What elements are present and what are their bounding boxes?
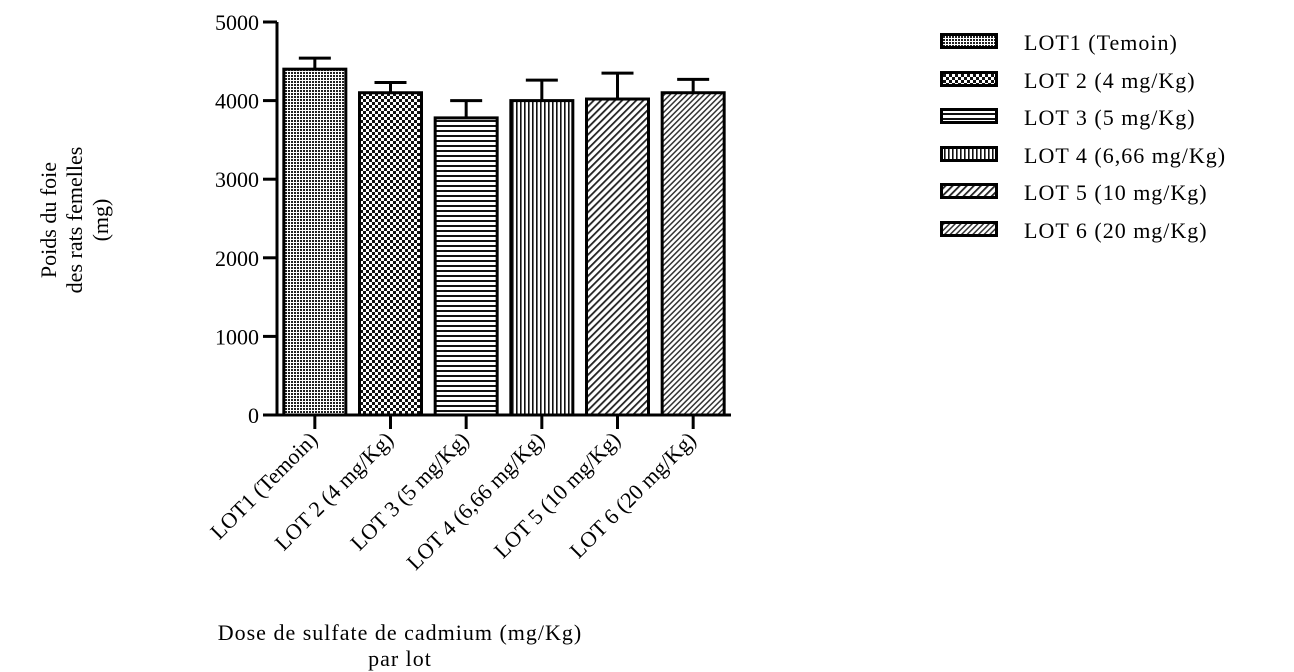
y-tick-label: 4000 (215, 89, 259, 114)
legend-swatch-lot6 (940, 220, 998, 237)
bar (433, 116, 499, 417)
x-axis-title: Dose de sulfate de cadmium (mg/Kg) par l… (217, 620, 583, 671)
y-tick-label: 0 (248, 403, 259, 428)
y-tick-label: 2000 (215, 246, 259, 271)
legend-label-lot2: LOT 2 (4 mg/Kg) (1024, 67, 1196, 93)
y-axis-title-line-1: Poids du foie (36, 161, 61, 279)
y-axis-title-line-3: (mg) (88, 198, 113, 242)
bar (660, 91, 726, 417)
y-tick-label: 1000 (215, 324, 259, 349)
x-tick-label: LOT 4 (6,66 mg/Kg) (401, 427, 549, 575)
legend-swatch-lot4 (940, 145, 998, 162)
bars-group (282, 56, 726, 417)
bar (282, 67, 348, 417)
legend-swatch-lot1 (940, 33, 998, 49)
y-tick-label: 5000 (215, 10, 259, 35)
legend-swatch-lot3 (940, 108, 998, 124)
legend-label-lot1: LOT1 (Temoin) (1024, 30, 1178, 55)
legend-label-lot6: LOT 6 (20 mg/Kg) (1024, 217, 1208, 243)
y-axis-title-line-2: des rats femelles (62, 146, 87, 294)
bar (509, 99, 575, 417)
legend-label-lot5: LOT 5 (10 mg/Kg) (1024, 180, 1208, 205)
bar-chart: 0 1000 2000 3000 4000 5000 LOT1 (Temoin)LOT 2… (205, 10, 731, 575)
x-tick-label: LOT 5 (10 mg/Kg) (489, 427, 625, 563)
x-tick-label: LOT 6 (20 mg/Kg) (564, 427, 700, 563)
bar (358, 91, 423, 417)
legend-label-lot4: LOT 4 (6,66 mg/Kg) (1024, 142, 1227, 168)
y-axis: 0 1000 2000 3000 4000 5000 (215, 10, 279, 428)
y-axis-title: Poids du foie des rats femelles (mg) (5, 110, 145, 330)
bar (585, 97, 650, 417)
x-axis: LOT1 (Temoin)LOT 2 (4 mg/Kg)LOT 3 (5 mg/… (205, 413, 731, 575)
y-tick-label: 3000 (215, 167, 259, 192)
legend-swatch-lot2 (940, 70, 998, 87)
legend-swatch-lot5 (940, 183, 998, 199)
legend-label-lot3: LOT 3 (5 mg/Kg) (1024, 105, 1196, 130)
